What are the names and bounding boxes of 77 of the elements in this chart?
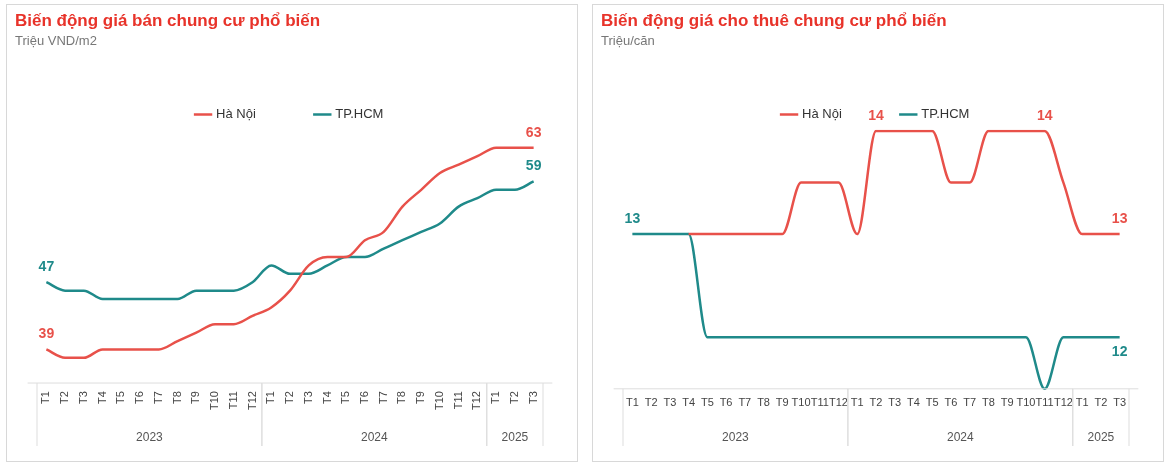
x-tick-label: T8 (757, 396, 770, 409)
x-tick-label: T11 (226, 391, 239, 410)
x-tick-label: T4 (682, 396, 696, 409)
x-tick-label: T12 (829, 396, 848, 409)
data-label: 39 (38, 325, 55, 342)
x-tick-label: T9 (414, 391, 427, 404)
x-tick-label: T3 (1113, 396, 1127, 409)
x-tick-label: T9 (1000, 396, 1014, 409)
x-tick-label: T5 (114, 391, 127, 404)
x-tick-label: T3 (888, 396, 902, 409)
data-label: 12 (1111, 343, 1128, 360)
text: 2025 (501, 430, 529, 445)
text: 2024 (946, 430, 974, 445)
legend-label: TP.HCM (921, 106, 970, 122)
x-tick-label: T3 (526, 391, 539, 404)
x-tick-label: T10 (1016, 396, 1036, 409)
chart-title: Biến động giá bán chung cư phổ biến (15, 11, 322, 31)
x-tick-label: T3 (76, 391, 89, 404)
x-tick-label: T7 (376, 391, 389, 404)
x-tick-label: T7 (738, 396, 752, 409)
x-tick-label: T4 (95, 391, 108, 404)
x-tick-label: T3 (301, 391, 314, 404)
legend-label: Hà Nội (216, 106, 256, 122)
x-tick-label: T11 (451, 391, 464, 410)
x-tick-label: T2 (1094, 396, 1108, 409)
x-tick-label: T10 (432, 391, 445, 411)
x-tick-label: T12 (245, 391, 258, 411)
x-tick-label: T7 (151, 391, 164, 404)
legend-label: Hà Nội (802, 106, 842, 122)
x-tick-label: T6 (133, 391, 146, 404)
x-tick-label: T1 (850, 396, 864, 409)
text: 2025 (1087, 430, 1115, 445)
x-tick-label: T2 (644, 396, 658, 409)
x-tick-label: T4 (320, 391, 333, 404)
x-tick-label: T9 (775, 396, 789, 409)
x-tick-label: T3 (663, 396, 677, 409)
x-tick-label: T2 (58, 391, 71, 404)
x-tick-label: T6 (944, 396, 958, 409)
x-tick-label: T5 (925, 396, 939, 409)
data-label: 14 (1036, 106, 1053, 123)
x-tick-label: T7 (963, 396, 977, 409)
chart-title: Biến động giá cho thuê chung cư phổ biến (601, 11, 948, 31)
x-tick-label: T11 (810, 396, 829, 409)
x-tick-label: T11 (1035, 396, 1054, 409)
x-tick-label: T12 (470, 391, 483, 411)
text: 2024 (360, 430, 388, 445)
x-tick-label: T1 (489, 391, 502, 404)
data-label: 14 (868, 106, 884, 123)
text: 2023 (722, 430, 750, 445)
chart-subtitle: Triệu VND/m2 (15, 33, 98, 48)
x-tick-label: T5 (339, 391, 352, 404)
x-tick-label: T10 (208, 391, 221, 411)
x-tick-label: T1 (625, 396, 639, 409)
x-tick-label: T1 (264, 391, 277, 404)
x-tick-label: T8 (170, 391, 183, 404)
text: 2023 (136, 430, 164, 445)
data-label: 13 (1111, 209, 1128, 226)
x-tick-label: T1 (39, 391, 52, 404)
data-label: 59 (525, 157, 542, 174)
x-tick-label: T8 (395, 391, 408, 404)
x-tick-label: T12 (1053, 396, 1073, 409)
x-tick-label: T2 (507, 391, 520, 404)
x-tick-label: T1 (1075, 396, 1089, 409)
data-label: 13 (624, 209, 641, 226)
x-tick-label: T10 (791, 396, 811, 409)
x-tick-label: T2 (869, 396, 883, 409)
x-tick-label: T6 (719, 396, 733, 409)
data-label: 47 (38, 258, 55, 275)
x-tick-label: T8 (982, 396, 995, 409)
x-tick-label: T2 (283, 391, 296, 404)
x-tick-label: T5 (700, 396, 714, 409)
data-label: 63 (525, 123, 542, 140)
x-tick-label: T4 (907, 396, 920, 409)
x-tick-label: T6 (357, 391, 370, 404)
chart-subtitle: Triệu/căn (601, 33, 656, 48)
x-tick-label: T9 (189, 391, 202, 404)
legend-label: TP.HCM (335, 106, 384, 122)
